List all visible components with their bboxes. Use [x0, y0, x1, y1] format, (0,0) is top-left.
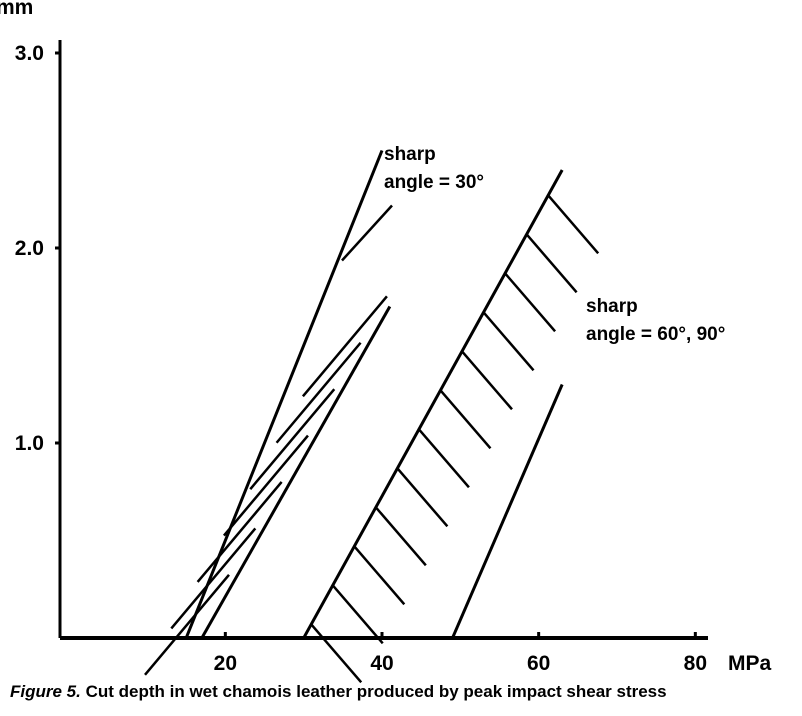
- hatch-line: [170, 527, 257, 630]
- hatch-line: [144, 573, 230, 676]
- y-tick-label: 1.0: [15, 432, 44, 455]
- x-tick-label: 20: [214, 652, 237, 675]
- hatch-line: [301, 295, 388, 398]
- x-tick-label: 60: [527, 652, 550, 675]
- y-tick-label: 3.0: [15, 42, 44, 65]
- hatch-line: [461, 350, 513, 411]
- hatch-line: [275, 341, 362, 444]
- hatched-bands: [144, 149, 600, 684]
- hatch-line: [396, 467, 449, 528]
- y-ticks: 1.0 2.0 3.0: [15, 42, 61, 455]
- caption-text: Cut depth in wet chamois leather produce…: [85, 682, 667, 701]
- annotation-line: sharp: [384, 144, 436, 165]
- hatch-line: [439, 389, 492, 450]
- annotations: sharp angle = 30° sharp angle = 60°, 90°: [384, 144, 725, 345]
- hatch-line: [222, 434, 309, 537]
- figure-label: Figure 5.: [10, 682, 81, 701]
- hatch-line: [249, 388, 336, 490]
- figure-caption: Figure 5. Cut depth in wet chamois leath…: [10, 682, 667, 702]
- hatch-line: [341, 204, 393, 262]
- band-2: [302, 169, 600, 684]
- annotation-line: sharp: [586, 296, 638, 317]
- annotation-2: sharp angle = 60°, 90°: [586, 296, 725, 345]
- hatch-line: [547, 194, 600, 255]
- hatch-line: [504, 272, 557, 333]
- band-left-boundary: [184, 149, 384, 639]
- hatch-line: [525, 233, 578, 294]
- hatch-line: [417, 428, 470, 489]
- hatch-line: [196, 481, 283, 583]
- hatch-line: [331, 584, 384, 645]
- y-axis-unit-label: mm: [0, 0, 33, 19]
- x-axis-unit-label: MPa: [728, 652, 772, 675]
- y-tick-label: 2.0: [15, 237, 44, 260]
- band-left-boundary: [302, 169, 564, 639]
- hatch-line: [353, 545, 406, 606]
- hatch-line: [310, 623, 363, 684]
- x-tick-label: 40: [370, 652, 393, 675]
- annotation-line: angle = 60°, 90°: [586, 324, 725, 345]
- hatch-line: [482, 311, 535, 372]
- band-right-boundary: [200, 305, 392, 639]
- axes: [58, 40, 708, 640]
- annotation-line: angle = 30°: [384, 172, 484, 193]
- annotation-1: sharp angle = 30°: [384, 144, 484, 193]
- band-right-boundary: [451, 383, 564, 639]
- band-1: [144, 149, 393, 676]
- hatch-line: [374, 506, 427, 567]
- x-tick-label: 80: [684, 652, 707, 675]
- x-ticks: 20 40 60 80: [214, 632, 707, 675]
